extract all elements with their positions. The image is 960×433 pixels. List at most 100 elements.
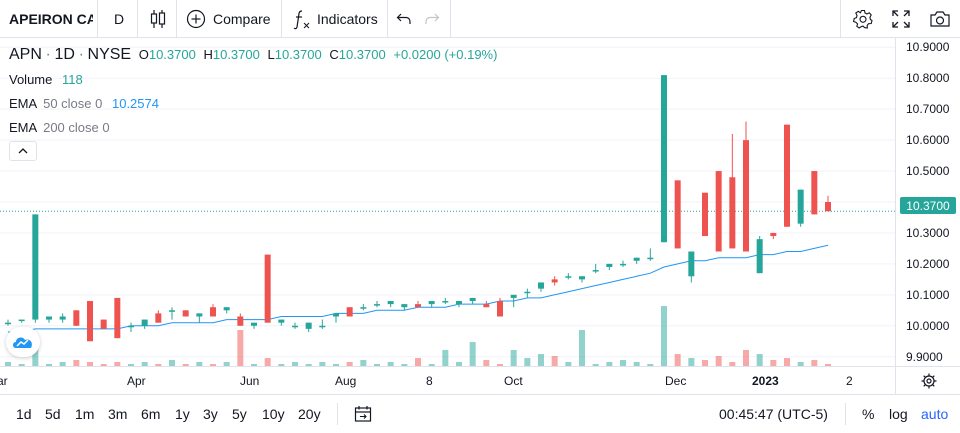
candle (155, 310, 162, 323)
candle (797, 189, 804, 227)
legend-collapse-button[interactable] (9, 141, 37, 161)
chart-pane[interactable] (0, 38, 895, 366)
main-legend: APN · 1D · NYSE O10.3700 H10.3700 L10.37… (9, 46, 498, 63)
candle-body (551, 279, 558, 283)
gear-icon (853, 9, 873, 29)
log-scale-toggle[interactable]: log (889, 405, 908, 422)
volume-bar (606, 362, 613, 366)
toolbar-divider (337, 403, 338, 425)
candle (811, 171, 818, 215)
goto-date-button[interactable] (352, 403, 374, 425)
range-20y-button[interactable]: 20y (298, 405, 321, 422)
volume-bar (73, 360, 80, 366)
range-1y-button[interactable]: 1y (175, 405, 190, 422)
snapshot-button[interactable] (928, 8, 952, 30)
volume-bar (346, 362, 353, 366)
candle (114, 297, 121, 339)
candle-body (87, 301, 93, 342)
volume-bar (5, 362, 11, 366)
volume-bar (128, 364, 134, 366)
candle (223, 307, 230, 314)
percent-scale-toggle[interactable]: % (862, 405, 875, 422)
candle-body (237, 316, 244, 326)
ema200-legend[interactable]: EMA 200 close 0 (9, 120, 110, 135)
redo-button[interactable] (423, 10, 441, 28)
clock-display[interactable]: 00:45:47 (UTC-5) (719, 405, 828, 422)
candle-body (360, 307, 367, 309)
candle (524, 288, 531, 298)
candle (346, 307, 353, 317)
tradingview-logo[interactable] (6, 327, 40, 357)
volume-bar (196, 362, 203, 366)
scale-settings-button[interactable] (919, 372, 939, 390)
interval-button[interactable]: D (114, 11, 125, 27)
candle-body (251, 322, 257, 326)
gear-icon (921, 373, 937, 389)
range-1m-button[interactable]: 1m (75, 405, 95, 422)
volume-bar (456, 362, 462, 366)
price-tick: 9.9000 (906, 349, 943, 364)
time-tick: 2 (846, 374, 853, 388)
volume-bar (784, 358, 790, 366)
volume-legend[interactable]: Volume 118 (9, 72, 83, 87)
settings-button[interactable] (852, 8, 874, 30)
volume-bar (715, 356, 722, 366)
candle-body (415, 304, 421, 308)
price-tick: 10.5000 (906, 164, 950, 179)
ema50-legend[interactable]: EMA 50 close 0 10.2574 (9, 96, 159, 111)
range-6m-button[interactable]: 6m (141, 405, 161, 422)
price-tick: 10.9000 (906, 40, 950, 55)
candle-body (661, 75, 667, 243)
candle-body (59, 316, 66, 320)
candle-body (18, 319, 25, 322)
candle-body (483, 304, 490, 308)
time-scale[interactable]: ar Apr Jun Aug 8 Oct Dec 2023 2 (0, 366, 960, 395)
legend-ticker: APN (9, 46, 42, 63)
ema200-label: EMA (9, 120, 37, 135)
time-tick: Jun (240, 374, 260, 388)
candle (743, 121, 749, 252)
volume-bar (292, 362, 298, 366)
candle (715, 171, 722, 252)
undo-button[interactable] (395, 10, 413, 28)
chevron-up-icon (18, 148, 28, 154)
candle (428, 301, 435, 308)
fullscreen-button[interactable] (890, 8, 912, 30)
auto-scale-toggle[interactable]: auto (921, 405, 949, 422)
candle-body (100, 319, 107, 329)
volume-bar (811, 360, 818, 366)
compare-button[interactable]: Compare (186, 0, 271, 38)
candle-body (456, 301, 462, 305)
candle-body (5, 322, 11, 325)
candle (688, 251, 695, 283)
candle-body (620, 263, 626, 266)
volume-bar (374, 364, 380, 366)
range-3m-button[interactable]: 3m (108, 405, 128, 422)
price-chart (0, 46, 895, 366)
candle (483, 301, 490, 308)
indicators-button[interactable]: Indicators (293, 0, 378, 38)
candle-body (825, 202, 831, 212)
range-5y-button[interactable]: 5y (232, 405, 247, 422)
range-5d-button[interactable]: 5d (45, 405, 61, 422)
chart-type-button[interactable] (150, 0, 166, 38)
candles-icon (150, 10, 166, 28)
candle (702, 192, 708, 237)
range-10y-button[interactable]: 10y (262, 405, 285, 422)
ema50-label: EMA (9, 96, 37, 111)
candle (497, 297, 503, 317)
candle (620, 260, 626, 267)
candle-body (169, 310, 175, 312)
candle-body (182, 310, 189, 317)
volume-bar (169, 360, 175, 366)
legend-high-label: H (203, 47, 213, 62)
symbol-search-button[interactable]: APEIRON CA (9, 11, 93, 27)
candle-body (387, 301, 394, 305)
volume-bar (743, 350, 749, 366)
range-3y-button[interactable]: 3y (203, 405, 218, 422)
chart-grid (0, 46, 895, 358)
range-1d-button[interactable]: 1d (16, 405, 32, 422)
toolbar-divider (840, 0, 841, 38)
candle-body (333, 313, 339, 317)
candle-body (442, 301, 449, 303)
